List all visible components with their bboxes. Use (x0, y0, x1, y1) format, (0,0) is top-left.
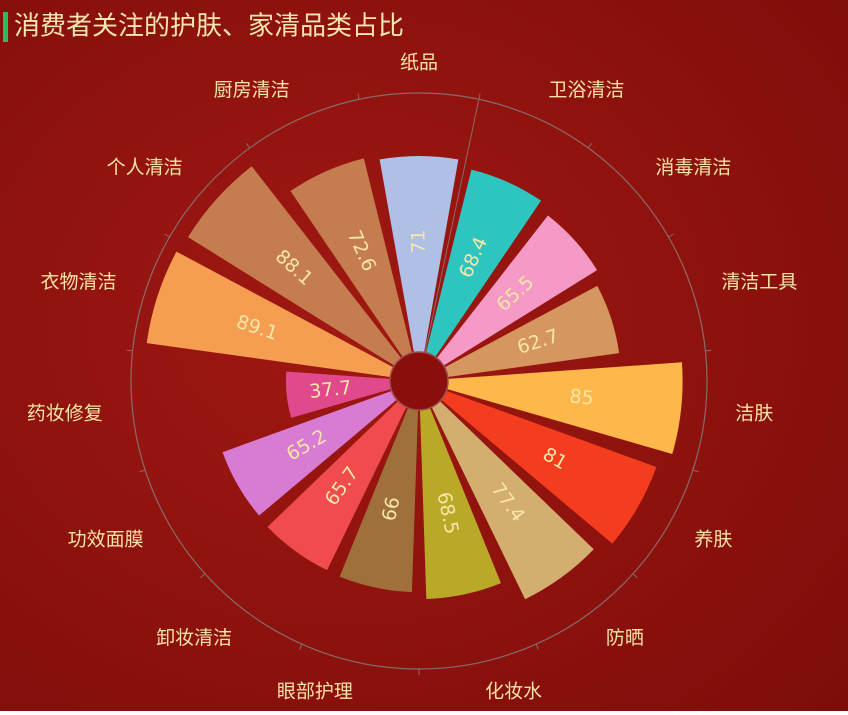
bar (431, 401, 594, 600)
bar (379, 156, 459, 353)
axis-tick (587, 142, 593, 149)
category-label: 纸品 (400, 52, 438, 74)
value-label: 85 (568, 385, 594, 409)
category-label: 洁肤 (735, 403, 773, 425)
axis-tick (632, 573, 638, 579)
axis-tick (245, 142, 251, 149)
bar (444, 285, 620, 378)
axis-tick (535, 643, 540, 650)
category-label: 药妆修复 (27, 403, 103, 425)
category-label: 厨房清洁 (214, 79, 290, 101)
category-label: 卸妆清洁 (156, 627, 232, 649)
category-label: 功效面膜 (68, 529, 144, 551)
category-label: 个人清洁 (107, 157, 183, 179)
axis-tick (705, 349, 712, 352)
bar (290, 158, 413, 357)
axis-tick (478, 93, 481, 100)
bar (436, 215, 598, 366)
bar (339, 407, 419, 593)
value-label: 66 (378, 495, 405, 523)
axis-tick (357, 93, 360, 100)
category-label: 养肤 (694, 529, 732, 551)
plot: 71纸品68.4卫浴清洁65.5消毒清洁62.7清洁工具85洁肤81养肤77.4… (27, 52, 798, 703)
value-label: 37.7 (308, 377, 352, 403)
category-label: 眼部护理 (277, 681, 353, 703)
bar (187, 166, 402, 366)
title-accent (3, 12, 8, 42)
category-label: 防晒 (606, 627, 644, 649)
radial-axis (424, 99, 480, 353)
bar (446, 362, 683, 455)
category-label: 清洁工具 (721, 271, 797, 293)
axis-tick (139, 469, 146, 473)
axis-tick (164, 233, 170, 238)
axis-tick (200, 573, 206, 579)
bar (222, 390, 397, 516)
bar (285, 371, 392, 418)
axis-tick (298, 643, 303, 650)
bar (419, 407, 501, 599)
bar (267, 401, 407, 571)
chart-title: 消费者关注的护肤、家清品类占比 (14, 12, 404, 42)
category-label: 化妆水 (485, 681, 542, 703)
axis-tick (126, 349, 133, 352)
category-label: 卫浴清洁 (548, 79, 624, 101)
category-label: 衣物清洁 (41, 271, 117, 293)
axis-tick (668, 233, 674, 238)
value-label: 71 (408, 229, 430, 253)
axis-tick (692, 469, 699, 473)
bar (146, 251, 394, 378)
center-hole (389, 351, 449, 411)
bar (425, 169, 542, 357)
bar (441, 390, 657, 544)
category-label: 消毒清洁 (655, 157, 731, 179)
